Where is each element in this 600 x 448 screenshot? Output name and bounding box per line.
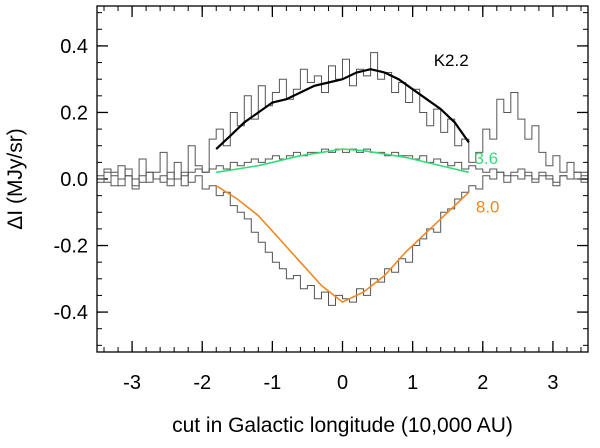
y-axis-title: ΔI (MJy/sr): [4, 128, 27, 230]
series-label-k2-2: K2.2: [434, 51, 469, 70]
series-label-8-0: 8.0: [476, 197, 500, 216]
y-tick-label: -0.2: [54, 236, 88, 258]
series-label-3-6: 3.6: [474, 149, 498, 168]
x-tick-labels: -3 -2 -1 0 1 2 3: [123, 372, 558, 394]
x-tick-label: 3: [547, 372, 558, 394]
y-tick-labels: -0.4 -0.2 0.0 0.2 0.4: [54, 36, 88, 324]
y-tick-label: 0.0: [60, 169, 88, 191]
x-tick-label: -1: [263, 372, 281, 394]
x-tick-label: 0: [337, 372, 348, 394]
x-tick-label: -2: [193, 372, 211, 394]
series-step-k2-2-data: [97, 52, 588, 190]
major-ticks: [97, 6, 588, 352]
series-model-k2-2: [215, 68, 470, 150]
series-model-8-0: [215, 185, 470, 304]
x-axis-title: cut in Galactic longitude (10,000 AU): [172, 414, 513, 437]
x-tick-label: -3: [123, 372, 141, 394]
y-tick-label: 0.4: [60, 36, 88, 58]
y-tick-label: 0.2: [60, 102, 88, 124]
x-tick-label: 2: [477, 372, 488, 394]
data-layer: [97, 52, 588, 306]
x-tick-label: 1: [407, 372, 418, 394]
series-model-3-6: [216, 148, 469, 174]
plot-frame: [96, 5, 589, 353]
series-step-8-0-data: [97, 168, 588, 306]
y-tick-label: -0.4: [54, 302, 88, 324]
series-labels: K2.2 3.6 8.0: [434, 51, 500, 216]
